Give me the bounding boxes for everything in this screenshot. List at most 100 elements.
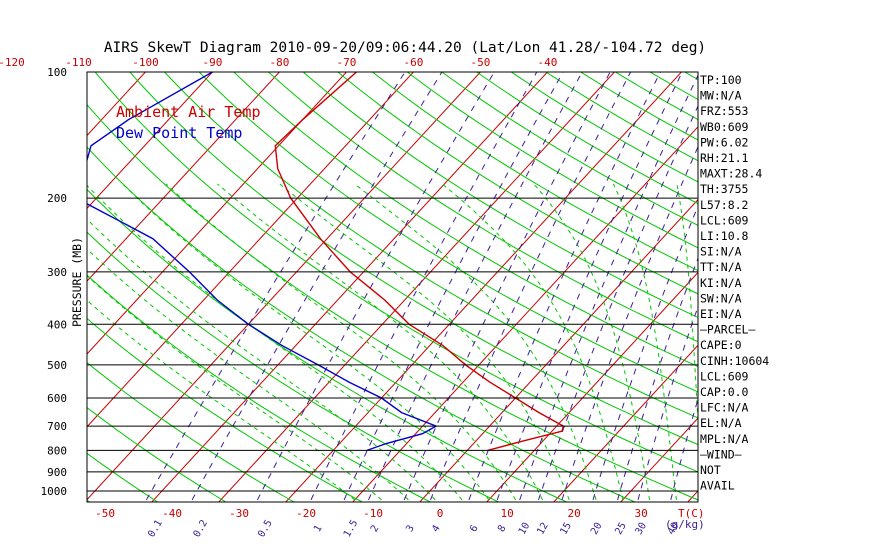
dry-adiabat (267, 72, 698, 343)
isotherm (486, 271, 698, 502)
stability-index-item: KI:N/A (700, 276, 742, 290)
stability-index-item: NOT (700, 463, 721, 477)
y-axis-label: PRESSURE (MB) (70, 237, 84, 327)
mixing-ratio-line (561, 145, 698, 501)
stability-index-item: SI:N/A (700, 245, 742, 259)
isotherm (749, 53, 870, 509)
pressure-tick-label: 700 (47, 420, 67, 433)
stability-index-item: L57:8.2 (700, 198, 748, 212)
bottom-temperature-tick-label: -20 (296, 507, 316, 520)
bottom-temperature-tick-label: -10 (363, 507, 383, 520)
dry-adiabat (0, 53, 30, 509)
stability-index-item: LCL:609 (700, 369, 749, 383)
pressure-tick-label: 600 (47, 392, 67, 405)
stability-index-item: SW:N/A (700, 291, 742, 305)
isotherm (87, 72, 214, 210)
moist-adiabat (354, 183, 597, 501)
top-temperature-tick-label: -50 (471, 56, 491, 69)
stability-index-item: LFC:N/A (700, 401, 749, 415)
stability-index-item: TH:3755 (700, 182, 748, 196)
pressure-tick-label: 800 (47, 444, 67, 457)
pressure-tick-label: 500 (47, 359, 67, 372)
plot-area (0, 53, 870, 509)
bottom-temperature-tick-label: -30 (229, 507, 249, 520)
mixing-ratio-line (403, 72, 611, 501)
stability-index-item: RH:21.1 (700, 151, 749, 165)
bottom-temperature-tick-label: 20 (567, 507, 580, 520)
mixing-ratio-label: 0.1 (146, 518, 165, 539)
legend-ambient-air-temp: Ambient Air Temp (116, 103, 261, 121)
pressure-tick-label: 100 (47, 66, 67, 79)
isotherm (87, 72, 348, 355)
dry-adiabat (94, 72, 698, 473)
mixing-ratio-label: 1.5 (342, 518, 361, 539)
ambient-air-temp-profile (274, 72, 565, 452)
mixing-ratio-label: 8 (496, 523, 509, 534)
stability-index-item: FRZ:553 (700, 104, 749, 118)
dry-adiabat (87, 361, 296, 502)
stability-index-item: TT:N/A (700, 260, 742, 274)
mixing-ratio-label: 25 (613, 521, 629, 537)
stability-index-item: WB0:609 (700, 120, 749, 134)
mixing-ratio-line (538, 104, 698, 501)
dew-point-temp-profile (87, 72, 438, 452)
dry-adiabat (475, 72, 698, 205)
bottom-temperature-tick-label: -40 (162, 507, 182, 520)
moist-adiabat (612, 183, 677, 500)
moist-adiabat (165, 183, 517, 501)
dry-adiabat (87, 317, 364, 502)
dry-adiabat (406, 72, 698, 249)
stability-index-item: –WIND– (700, 447, 742, 461)
dry-adiabat (337, 72, 698, 295)
dry-adiabat (302, 72, 698, 319)
mixing-ratio-label: 1 (312, 523, 325, 534)
isotherm (87, 72, 281, 282)
mixing-ratio-line (637, 305, 698, 501)
mixing-ratio-label: 0.2 (192, 518, 211, 539)
pressure-tick-label: 1000 (41, 485, 68, 498)
pressure-tick-label: 900 (47, 466, 67, 479)
isotherm (0, 53, 29, 509)
plot-frame (86, 71, 699, 503)
pressure-tick-label: 400 (47, 318, 67, 331)
mixing-ratio-label: 3 (404, 523, 417, 534)
top-temperature-tick-label: -60 (404, 56, 424, 69)
mixing-ratio-label: 30 (634, 521, 650, 537)
mixing-ratio-line (617, 256, 698, 501)
mixing-ratio-label: 20 (589, 521, 605, 537)
mixing-ratio-line (496, 72, 683, 501)
stability-index-item: MPL:N/A (700, 432, 749, 446)
mixing-ratio-label: 2 (369, 523, 382, 534)
mixing-ratio-line (468, 72, 661, 501)
stability-index-item: CINH:10604 (700, 354, 769, 368)
moist-adiabat (87, 275, 382, 501)
bottom-temperature-tick-label: 0 (437, 507, 444, 520)
isotherm (352, 126, 698, 502)
stability-index-item: LCL:609 (700, 213, 749, 227)
x-unit-label: T(C) (678, 507, 705, 520)
dry-adiabat (233, 72, 698, 368)
top-temperature-tick-label: -80 (270, 56, 290, 69)
stability-index-item: –PARCEL– (700, 323, 755, 337)
mixing-ratio-line (430, 72, 632, 501)
dry-adiabat (198, 72, 698, 393)
legend-dew-point-temp: Dew Point Temp (116, 124, 242, 142)
isotherm (816, 53, 870, 509)
mixing-ratio-line (191, 72, 443, 501)
isotherm (151, 72, 549, 502)
dry-adiabat (87, 103, 698, 501)
isotherm (87, 72, 482, 501)
top-temperature-tick-label: -110 (65, 56, 92, 69)
top-temperature-tick-label: -120 (0, 56, 25, 69)
mixing-ratio-label: 6 (468, 523, 481, 534)
mixing-ratio-line (592, 204, 698, 501)
isotherm (87, 72, 147, 137)
dry-adiabat (87, 231, 500, 502)
pressure-tick-label: 200 (47, 192, 67, 205)
isotherm (87, 72, 415, 428)
top-temperature-tick-label: -100 (132, 56, 159, 69)
pressure-tick-label: 300 (47, 266, 67, 279)
stability-index-item: AVAIL (700, 479, 735, 493)
